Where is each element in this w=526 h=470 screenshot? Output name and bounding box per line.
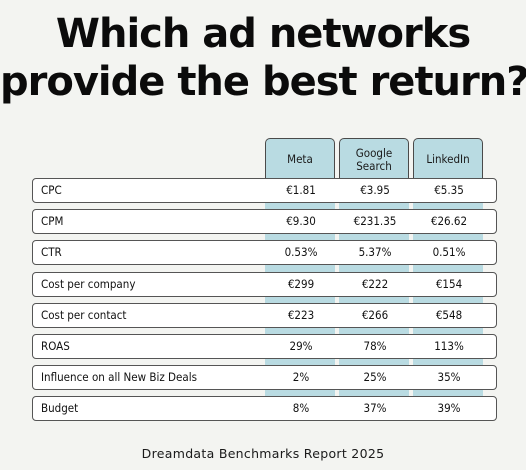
row-label: CPM [41, 214, 64, 229]
title-line-2: provide the best return? [0, 59, 526, 105]
cell-google-search: 25% [363, 370, 387, 385]
cell-google-search: 78% [363, 339, 387, 353]
table-row-cpc: CPC €1.81 €3.95 €5.35 [32, 178, 497, 203]
cell-meta: 29% [289, 339, 313, 353]
row-label: CPC [41, 183, 62, 197]
cell-linkedin: €26.62 [430, 214, 468, 229]
cell-meta: €1.81 [286, 183, 316, 197]
cell-google-search: €222 [361, 276, 389, 291]
cell-linkedin: €154 [435, 276, 463, 291]
cell-linkedin: 0.51% [432, 245, 466, 260]
table-row-cost-per-contact: Cost per contact €223 €266 €548 [32, 302, 497, 328]
cell-meta: 2% [292, 370, 310, 385]
row-label: Budget [41, 401, 79, 416]
cell-meta: 0.53% [284, 245, 318, 260]
cell-meta: €9.30 [286, 214, 316, 229]
table-row-roas: ROAS 29% 78% 113% [32, 334, 497, 359]
page-title: Which ad networks provide the best retur… [0, 10, 526, 106]
cell-google-search: €266 [361, 307, 389, 322]
cell-google-search: 5.37% [358, 245, 392, 260]
column-header-linkedin: LinkedIn [413, 138, 483, 180]
footer-source: Dreamdata Benchmarks Report 2025 [141, 446, 385, 461]
table-row-ctr: CTR 0.53% 5.37% 0.51% [32, 240, 497, 266]
cell-linkedin: €548 [435, 307, 463, 322]
cell-linkedin: 39% [437, 401, 461, 416]
column-header-google-search: Google Search [339, 138, 409, 180]
table-row-influence-on-all-new-biz-deals: Influence on all New Biz Deals 2% 25% 35% [32, 365, 497, 391]
cell-google-search: 37% [363, 401, 387, 416]
cell-meta: €223 [287, 307, 315, 322]
cell-google-search: €3.95 [360, 183, 390, 197]
row-label: Cost per contact [41, 307, 127, 322]
row-label: ROAS [41, 339, 70, 353]
cell-linkedin: €5.35 [434, 183, 464, 197]
table-row-budget: Budget 8% 37% 39% [32, 396, 497, 422]
cell-linkedin: 113% [434, 339, 464, 353]
row-label: Cost per company [41, 276, 136, 291]
table-row-cost-per-company: Cost per company €299 €222 €154 [32, 271, 497, 297]
title-line-1: Which ad networks [55, 11, 471, 57]
cell-linkedin: 35% [437, 370, 461, 385]
table-row-cpm: CPM €9.30 €231.35 €26.62 [32, 209, 497, 235]
row-label: CTR [41, 245, 62, 260]
cell-google-search: €231.35 [353, 214, 397, 229]
cell-meta: €299 [287, 276, 315, 291]
column-header-meta: Meta [265, 138, 335, 180]
cell-meta: 8% [292, 401, 310, 416]
row-label: Influence on all New Biz Deals [41, 370, 197, 385]
